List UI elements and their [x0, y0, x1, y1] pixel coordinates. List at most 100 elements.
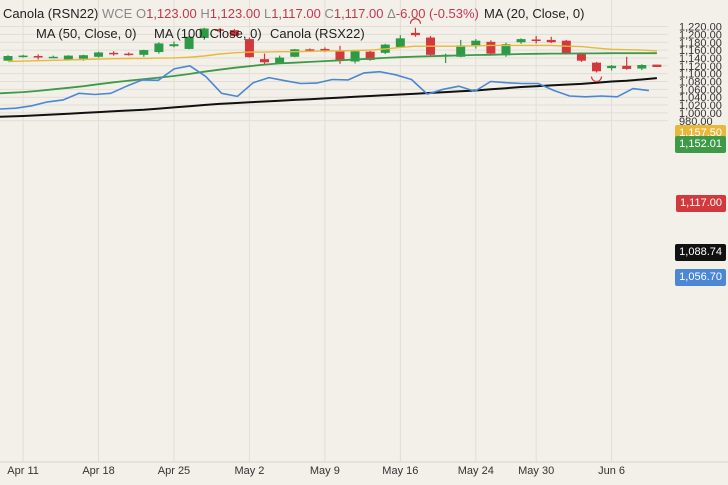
close-label: C — [324, 6, 334, 21]
candle-body — [169, 44, 179, 47]
candle-body — [290, 49, 300, 57]
y-tick-label: 1,060.00 — [679, 84, 722, 96]
candle-body — [109, 52, 119, 55]
price-tag-ma100: 1,088.74 — [675, 244, 726, 261]
y-tick-label: 1,020.00 — [679, 100, 722, 112]
candle-body — [94, 52, 104, 57]
candle-body — [622, 65, 632, 69]
series-line-ma50 — [0, 52, 657, 95]
low-label: L — [263, 6, 272, 21]
series-line-compare — [0, 65, 649, 110]
candle — [260, 53, 270, 66]
candle — [607, 65, 617, 71]
y-tick-label: 1,160.00 — [679, 45, 722, 57]
candle-body — [305, 49, 315, 51]
candle-body — [78, 55, 88, 59]
chart-header: Canola (RSN22) WCE O1,123.00 H1,123.00 L… — [3, 6, 479, 21]
candle-body — [63, 55, 73, 60]
x-tick-label: May 2 — [234, 465, 264, 477]
candle-body — [365, 51, 375, 60]
candle-body — [456, 45, 466, 57]
y-tick-label: 1,140.00 — [679, 53, 722, 65]
legend-ma100[interactable]: MA (100, Close, 0) — [154, 26, 262, 41]
x-tick-label: May 16 — [382, 465, 418, 477]
candle-body — [320, 48, 330, 51]
candle-body — [139, 50, 149, 55]
candle — [3, 55, 13, 61]
y-tick-label: 1,100.00 — [679, 69, 722, 81]
candle — [244, 37, 254, 58]
x-tick-label: May 9 — [310, 465, 340, 477]
candle — [410, 27, 420, 37]
candle — [546, 36, 556, 44]
candle-body — [607, 65, 617, 69]
price-tag-compare: 1,056.70 — [675, 269, 726, 286]
change-label: Δ — [387, 6, 396, 21]
candle-body — [637, 65, 647, 69]
candle-body — [33, 55, 43, 58]
candle — [561, 39, 571, 55]
candle — [622, 56, 632, 70]
candle-body — [486, 41, 496, 54]
high-value: 1,123.00 — [209, 6, 261, 21]
x-axis-labels: Apr 11 Apr 18 Apr 25 May 2 May 9 May 16 May 24… — [7, 465, 625, 477]
candle-body — [395, 38, 405, 47]
candle — [350, 50, 360, 64]
grid-lines — [0, 0, 728, 463]
y-tick-label: 1,040.00 — [679, 92, 722, 104]
candle — [592, 61, 602, 73]
series-line-ma20 — [7, 44, 657, 63]
high-low-markers — [409, 18, 603, 82]
period-high-marker — [409, 18, 422, 24]
series-line-ma100 — [0, 77, 657, 118]
open-value: 1,123.00 — [146, 6, 197, 21]
price-tag-last: 1,117.00 — [675, 195, 726, 212]
x-tick-label: Apr 25 — [158, 465, 190, 477]
candle-body — [501, 44, 511, 56]
candle-body — [652, 64, 662, 67]
open-label: O — [135, 6, 147, 21]
price-tag-ma50: 1,152.01 — [675, 136, 726, 153]
candle-body — [350, 51, 360, 62]
y-tick-label: 1,200.00 — [679, 29, 722, 41]
candle — [516, 38, 526, 44]
candle-body — [546, 39, 556, 43]
candle-body — [592, 62, 602, 72]
y-tick-label: 1,220.00 — [679, 22, 722, 34]
x-tick-label: May 30 — [518, 465, 554, 477]
candle-body — [154, 43, 164, 53]
candle — [199, 27, 209, 39]
high-label: H — [200, 6, 210, 21]
candle — [275, 55, 285, 64]
candle-body — [335, 50, 345, 61]
low-value: 1,117.00 — [271, 6, 321, 21]
candle-body — [199, 28, 209, 38]
y-tick-label: 1,180.00 — [679, 37, 722, 49]
candle — [637, 64, 647, 71]
candle — [471, 39, 481, 49]
candle-body — [531, 39, 541, 42]
y-tick-label: 1,120.00 — [679, 61, 722, 73]
candle-body — [214, 29, 224, 31]
y-axis-labels: 980.001,000.001,020.001,040.001,060.001,… — [679, 22, 722, 128]
candle — [290, 48, 300, 58]
x-tick-label: May 24 — [458, 465, 494, 477]
candle — [154, 42, 164, 54]
legend-compare[interactable]: Canola (RSX22) — [270, 26, 365, 41]
candle — [169, 41, 179, 48]
legend-ma20[interactable]: MA (20, Close, 0) — [484, 6, 585, 21]
candle — [109, 51, 119, 56]
candle — [48, 55, 58, 59]
candle — [18, 54, 28, 58]
candle — [456, 39, 466, 58]
change-value: -6.00 (-0.53%) — [395, 6, 479, 21]
candle — [33, 54, 43, 60]
candle-body — [184, 36, 194, 49]
candle — [214, 28, 224, 33]
candle — [486, 40, 496, 56]
candle — [139, 49, 149, 57]
candle-body — [229, 30, 239, 36]
candle — [184, 35, 194, 50]
legend-ma50[interactable]: MA (50, Close, 0) — [36, 26, 137, 41]
